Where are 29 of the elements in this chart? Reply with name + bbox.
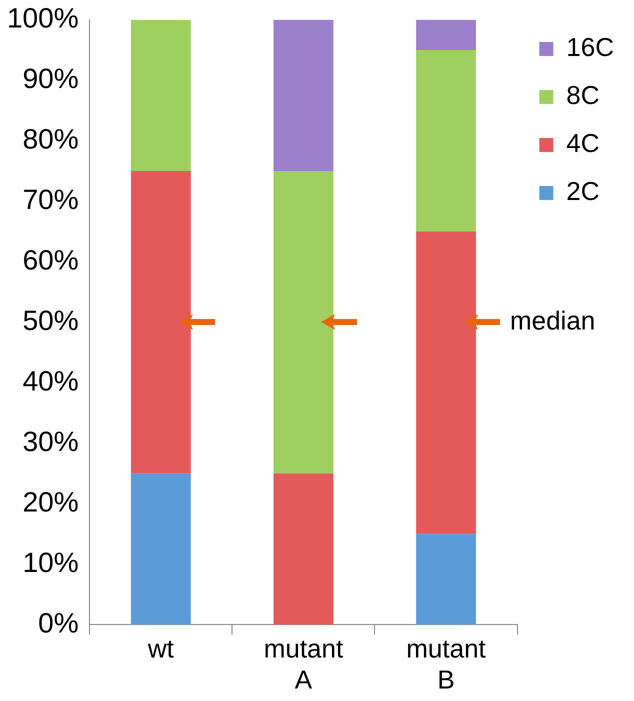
y-tick-label: 70% xyxy=(22,184,79,215)
y-tick-label: 90% xyxy=(22,63,79,94)
legend-label: 4C xyxy=(566,128,600,158)
bar xyxy=(416,534,476,625)
y-tick-label: 80% xyxy=(22,123,79,154)
y-tick-label: 30% xyxy=(22,426,79,457)
y-tick-label: 20% xyxy=(22,486,79,518)
x-tick-label: mutant A xyxy=(264,633,344,695)
y-tick-label: 40% xyxy=(22,365,79,396)
bar xyxy=(274,171,334,474)
bar xyxy=(274,20,334,171)
bar xyxy=(416,20,476,50)
y-tick-label: 0% xyxy=(38,607,79,638)
legend-label: 8C xyxy=(566,80,600,110)
y-tick-label: 10% xyxy=(22,546,79,578)
bar xyxy=(416,231,476,534)
y-tick-label: 60% xyxy=(22,244,79,276)
annotation: median xyxy=(510,305,596,336)
bar xyxy=(130,473,191,625)
x-tick-label: mutant B xyxy=(406,633,487,695)
legend-label: 2C xyxy=(566,176,600,206)
bar xyxy=(130,20,191,171)
bar xyxy=(130,171,191,474)
y-tick-label: 50% xyxy=(22,304,79,336)
bar xyxy=(416,50,476,232)
y-tick-label: 100% xyxy=(6,2,79,34)
x-tick-label: wt xyxy=(146,633,175,664)
legend-label: 16C xyxy=(566,32,614,62)
bar xyxy=(274,473,334,625)
